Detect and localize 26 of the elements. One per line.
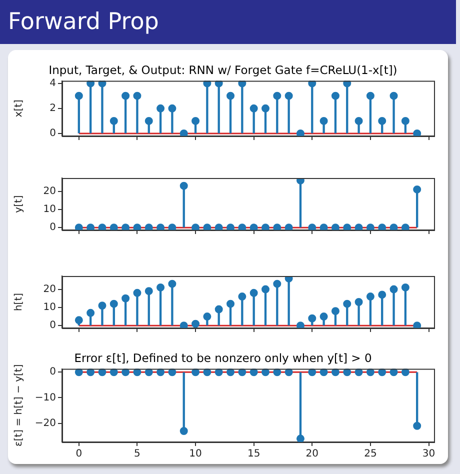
y-tick-label: 20 — [43, 284, 56, 295]
x-tick-label: 20 — [306, 448, 319, 460]
y-tick-label: 0 — [50, 320, 56, 332]
x-tick-label: 25 — [364, 448, 377, 460]
y-tick-label: −20 — [34, 418, 56, 429]
x-tick-label: 15 — [247, 448, 260, 460]
y-tick-label: 0 — [50, 222, 56, 234]
y-tick-label: −10 — [34, 392, 56, 404]
y-tick-label: 4 — [50, 78, 56, 89]
text: Forward Prop — [0, 0, 456, 44]
chart-title: Error ε[t], Defined to be nonzero only when y[t] > 0 — [74, 350, 372, 365]
x-tick-label: 5 — [134, 448, 140, 460]
x-tick-label: 10 — [189, 448, 202, 460]
x-tick-label: 30 — [422, 448, 436, 460]
y-tick-label: 0 — [50, 366, 56, 378]
x-tick-label: 0 — [76, 448, 82, 460]
y-tick-label: 0 — [50, 128, 56, 140]
y-axis-title: h[t] — [14, 292, 25, 312]
y-tick-label: 2 — [50, 102, 56, 114]
y-axis-title: x[t] — [14, 99, 25, 118]
y-tick-label: 20 — [43, 186, 56, 197]
y-tick-label: 10 — [43, 204, 56, 216]
y-tick-label: 10 — [43, 302, 56, 314]
chart-title: Input, Target, & Output: RNN w/ Forget Gate f=CReLU(1-x[t]) — [48, 62, 398, 77]
y-axis-title: ε[t] = h[t] − y[t] — [14, 364, 25, 447]
y-axis-title: y[t] — [14, 195, 25, 213]
